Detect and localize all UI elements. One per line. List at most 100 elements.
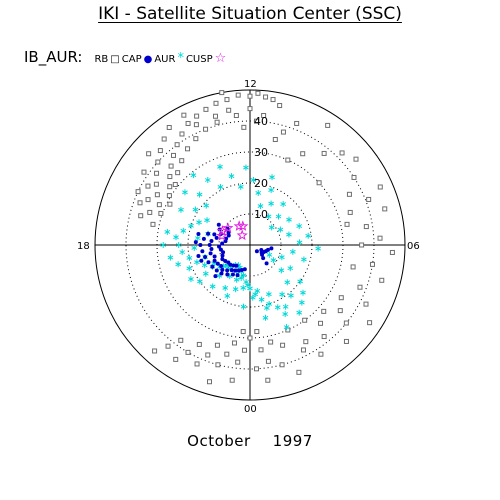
cusp-point [278,267,285,274]
cap-point [185,146,191,152]
cusp-point [266,300,273,307]
aur-point [233,268,238,273]
cusp-point [232,286,239,293]
aur-point [209,238,214,243]
cap-point [272,136,278,142]
cusp-point [283,324,290,331]
cusp-point [305,232,312,239]
cap-point [321,334,327,340]
aur-point [213,274,218,279]
legend-entry-rb: RB □ [94,54,121,65]
cusp-point [266,291,272,298]
cap-point [389,249,395,255]
cusp-point [240,284,247,291]
cap-point [296,369,302,375]
aur-point [228,262,233,267]
aur-point [212,258,217,263]
aur-point [242,267,247,272]
aur-point [203,255,208,260]
cap-point [172,182,178,188]
cap-point [235,92,241,98]
radial-tick-label: 30 [254,146,268,159]
cusp-point [237,183,244,190]
cap-point [247,106,253,112]
aur-point [207,243,212,247]
cap-point [379,277,385,283]
cusp-point [245,282,251,289]
cusp-point [296,239,303,246]
cap-point [263,94,269,100]
cap-point [253,366,259,372]
aur-point [212,232,217,237]
cap-point [233,113,239,119]
aur-point [231,263,236,268]
cusp-point [240,272,247,279]
cap-point [174,142,180,148]
date-footer: October 1997 [0,432,500,450]
aur-point [230,272,235,277]
cusp-point [258,296,265,303]
cap-point [258,347,264,353]
cusp-point [286,231,292,238]
cusp-point [274,304,281,311]
cap-point [181,112,187,118]
cap-point [240,329,246,335]
aur-point [201,236,206,241]
cusp-point [286,216,292,223]
cusp-point [175,242,182,248]
cap-point [367,320,373,326]
cap-point [363,301,369,307]
cap-point [369,261,375,267]
cap-point [241,347,247,353]
aur-point [219,263,224,268]
aur-point [219,271,224,276]
cusp-point [209,283,216,290]
cusp-point [265,213,272,220]
cusp-point [268,187,274,194]
aur-point [221,250,226,255]
cusp-point [204,217,210,224]
cap-point [346,191,352,197]
cusp-point [202,270,209,277]
cap-point [185,120,191,126]
cusp-point [270,257,277,264]
cap-point [215,362,221,368]
aur-point [223,259,228,264]
cap-point [343,320,349,326]
cusp-point [284,279,291,286]
cusp-point [277,226,284,233]
cap-point [339,150,345,156]
aur-point [210,264,215,269]
cusp-point [299,299,305,306]
cap-point [300,151,306,157]
cusp-point [278,254,285,261]
cap-point [325,122,331,128]
cusp-point [280,201,287,208]
cap-point [268,339,274,345]
cusp-point [254,287,261,294]
cap-point [353,156,359,162]
star-point [237,220,249,231]
cap-point [203,106,209,112]
cap-point [224,351,230,357]
legend-label-cap: CAP [121,54,142,65]
cap-point [194,113,200,119]
mlt-label-bottom: 00 [244,404,257,415]
cap-point [196,341,202,347]
cap-point [277,103,283,109]
cap-point [338,295,344,301]
cap-point [179,158,185,164]
cusp-point [262,314,269,321]
cap-point [214,342,220,348]
cusp-point [191,244,198,251]
mlt-label-top: 12 [244,79,257,90]
legend-glyph-star: ☆ [214,51,227,66]
cap-point [193,136,199,142]
cusp-point [269,174,275,181]
legend-glyph-cap: □ [110,54,120,65]
aur-point [196,253,201,258]
cap-point [279,362,285,368]
legend: IB_AUR: RB □ CAP ● AUR * CUSP ☆ [24,48,228,70]
aur-point [214,268,219,273]
